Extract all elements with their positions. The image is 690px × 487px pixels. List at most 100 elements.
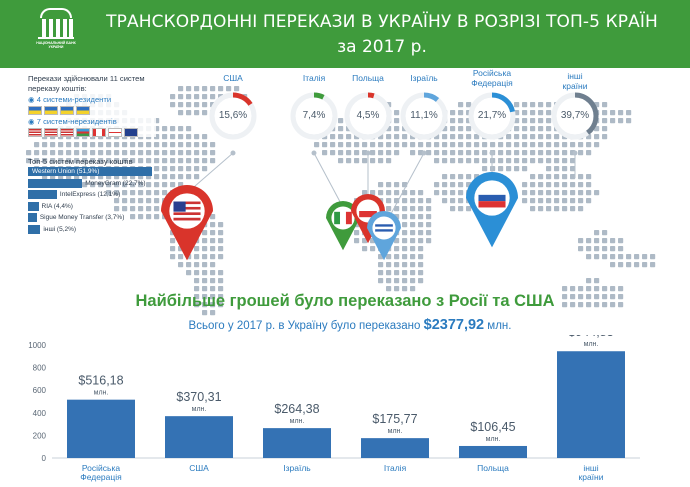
flag-italy-stripe bbox=[340, 211, 346, 225]
logo-text: НАЦІОНАЛЬНИЙ БАНК УКРАЇНИ bbox=[36, 41, 76, 50]
flag-usa-stripe bbox=[173, 215, 201, 218]
flag-russia-stripe bbox=[478, 188, 506, 195]
flag-poland-stripe bbox=[359, 211, 377, 218]
y-tick-label: 200 bbox=[33, 431, 47, 440]
flag-ukraine-icon bbox=[44, 106, 58, 115]
leader-line bbox=[385, 152, 425, 224]
y-tick-label: 1000 bbox=[28, 341, 46, 350]
flag-usa-stripe bbox=[173, 217, 201, 221]
bar bbox=[67, 399, 135, 458]
system-label: IntelExpress (12,1%) bbox=[59, 191, 121, 198]
flag-usa-icon bbox=[60, 128, 74, 137]
total-prefix: Всього у 2017 р. в Україну було переказа… bbox=[188, 320, 424, 332]
bar-unit-label: млн. bbox=[388, 428, 403, 435]
flag-georgia-icon bbox=[108, 128, 122, 137]
nonresidents-label: ◉ 7 систем-нерезидентів bbox=[28, 117, 117, 126]
category-label: Російська bbox=[82, 463, 120, 473]
bar bbox=[459, 445, 527, 458]
donut-value: 7,4% bbox=[302, 110, 326, 121]
bar bbox=[165, 416, 233, 458]
leader-dot bbox=[365, 150, 371, 156]
flag-israel-stripe bbox=[375, 229, 393, 232]
systems-title: Топ-5 систем переказу коштів bbox=[28, 157, 133, 166]
flag-ukraine-icon bbox=[28, 106, 42, 115]
share-donut bbox=[551, 92, 599, 140]
donut-arc bbox=[400, 92, 448, 140]
leader-dot bbox=[489, 150, 495, 156]
category-label: Федерація bbox=[80, 472, 122, 482]
flag-israel-stripe bbox=[375, 231, 393, 235]
nbu-logo: НАЦІОНАЛЬНИЙ БАНК УКРАЇНИ bbox=[36, 8, 76, 60]
bar bbox=[361, 438, 429, 458]
header-banner: НАЦІОНАЛЬНИЙ БАНК УКРАЇНИ ТРАНСКОРДОННІ … bbox=[0, 0, 690, 68]
flag-israel-stripe bbox=[375, 226, 393, 230]
system-label: Western Union (51,9%) bbox=[32, 168, 100, 175]
flag-italy-stripe bbox=[334, 211, 341, 225]
y-tick-label: 600 bbox=[33, 386, 47, 395]
system-bar bbox=[28, 178, 83, 188]
flag-ukraine-icon bbox=[60, 106, 74, 115]
category-label: Польща bbox=[477, 463, 509, 473]
system-bar bbox=[28, 167, 152, 176]
share-donut bbox=[468, 92, 516, 140]
flag-israel-stripe bbox=[375, 224, 393, 227]
system-bar bbox=[28, 213, 37, 222]
flag-uk-icon bbox=[124, 128, 138, 137]
donut-arc bbox=[468, 92, 516, 140]
headline: Найбільше грошей було переказано з Росії… bbox=[135, 292, 555, 310]
leader-dot bbox=[230, 150, 236, 156]
system-bar bbox=[28, 201, 39, 211]
donut-value: 21,7% bbox=[477, 110, 507, 121]
system-label: інші (5,2%) bbox=[43, 225, 77, 233]
flag-azerbaijan-icon bbox=[76, 128, 90, 137]
flag-italy-stripe bbox=[345, 211, 352, 225]
category-label: країни bbox=[579, 472, 604, 482]
donut-country-name: Польща bbox=[352, 73, 384, 83]
flag-usa-icon bbox=[28, 128, 42, 137]
flag-usa-icon bbox=[44, 128, 58, 137]
donut-country-name: Російська Федерація bbox=[471, 68, 513, 88]
share-donut bbox=[290, 92, 338, 140]
category-label: інші bbox=[583, 463, 598, 473]
bar-unit-label: млн. bbox=[486, 436, 501, 443]
flag-russia-stripe bbox=[478, 201, 506, 208]
bar-value-label: $944,83 bbox=[568, 335, 613, 339]
bar-unit-label: млн. bbox=[94, 390, 109, 397]
category-label: Ізраїль bbox=[283, 463, 311, 473]
flag-usa-stripe bbox=[173, 204, 201, 207]
donut-country-name: США bbox=[223, 73, 243, 83]
donut-arc bbox=[290, 92, 338, 140]
flag-usa-canton bbox=[173, 201, 186, 212]
system-label: MoneyGram (22,7%) bbox=[85, 179, 146, 187]
total-suffix: млн. bbox=[484, 320, 512, 332]
leader-dot bbox=[421, 150, 427, 156]
flag-ukraine-icon bbox=[76, 106, 90, 115]
y-tick-label: 800 bbox=[33, 364, 47, 373]
bar-value-label: $516,18 bbox=[78, 374, 123, 388]
donut-value: 39,7% bbox=[560, 110, 590, 121]
share-donut bbox=[400, 92, 448, 140]
resident-flags bbox=[28, 106, 156, 115]
info-header: Перекази здійснювали 11 систем переказу … bbox=[28, 74, 145, 93]
donut-arc bbox=[209, 92, 257, 140]
bar-value-label: $106,45 bbox=[470, 420, 515, 434]
bar-unit-label: млн. bbox=[584, 341, 599, 348]
flag-israel-stripe bbox=[375, 221, 393, 225]
system-bar bbox=[28, 224, 41, 234]
donut-value: 15,6% bbox=[218, 110, 248, 121]
bar-value-label: $370,31 bbox=[176, 390, 221, 404]
donut-arc bbox=[344, 92, 392, 140]
donut-arc bbox=[551, 92, 599, 140]
donut-value: 4,5% bbox=[356, 110, 380, 121]
page-title: ТРАНСКОРДОННІ ПЕРЕКАЗИ В УКРАЇНУ В РОЗРІ… bbox=[106, 12, 658, 32]
flag-usa-stripe bbox=[173, 201, 201, 205]
flag-usa-stripe bbox=[173, 209, 201, 213]
flag-poland-stripe bbox=[359, 204, 377, 211]
info-panel: Перекази здійснювали 11 систем переказу … bbox=[28, 74, 156, 137]
share-donut bbox=[209, 92, 257, 140]
flag-russia-stripe bbox=[478, 194, 506, 202]
bar-unit-label: млн. bbox=[290, 418, 305, 425]
bar-unit-label: млн. bbox=[192, 406, 207, 413]
transfers-bar-chart: 0 200 400 600 800 1000 $516,18 млн. РосійськаФед… bbox=[28, 335, 640, 482]
bar bbox=[557, 351, 625, 458]
